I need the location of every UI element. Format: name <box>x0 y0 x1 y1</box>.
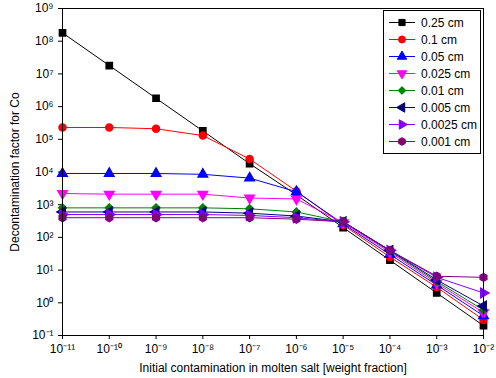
svg-text:0.025 cm: 0.025 cm <box>421 67 470 81</box>
svg-text:0.0025 cm: 0.0025 cm <box>421 118 477 132</box>
svg-text:10⁻⁸: 10⁻⁸ <box>192 342 214 356</box>
svg-text:Decontamination factor for Co: Decontamination factor for Co <box>8 92 22 252</box>
svg-text:10⁻⁹: 10⁻⁹ <box>145 342 168 356</box>
svg-text:10⁻³: 10⁻³ <box>426 342 447 356</box>
svg-text:10⁻²: 10⁻² <box>473 342 494 356</box>
svg-text:Initial contamination in molte: Initial contamination in molten salt [we… <box>139 361 406 375</box>
svg-text:10⁻⁴: 10⁻⁴ <box>379 342 402 356</box>
svg-text:0.25 cm: 0.25 cm <box>421 16 464 30</box>
svg-text:10⁷: 10⁷ <box>36 67 54 81</box>
svg-text:10²: 10² <box>36 230 53 244</box>
svg-text:10⁻⁷: 10⁻⁷ <box>239 342 261 356</box>
svg-text:10⁻¹⁰: 10⁻¹⁰ <box>97 342 122 356</box>
svg-text:10¹: 10¹ <box>36 263 53 277</box>
svg-text:10⁻¹¹: 10⁻¹¹ <box>50 342 75 356</box>
svg-text:10⁻⁵: 10⁻⁵ <box>332 342 354 356</box>
svg-text:10⁻¹: 10⁻¹ <box>32 328 53 342</box>
svg-text:0.001 cm: 0.001 cm <box>421 135 470 149</box>
svg-text:0.005 cm: 0.005 cm <box>421 101 470 115</box>
svg-text:0.05 cm: 0.05 cm <box>421 50 464 64</box>
svg-text:0.01 cm: 0.01 cm <box>421 84 464 98</box>
svg-text:10⁵: 10⁵ <box>35 132 53 146</box>
svg-text:10⁸: 10⁸ <box>35 34 53 48</box>
svg-text:10⁶: 10⁶ <box>35 99 53 113</box>
svg-text:10⁴: 10⁴ <box>35 165 54 179</box>
svg-text:10⁻⁶: 10⁻⁶ <box>285 342 307 356</box>
svg-text:0.1 cm: 0.1 cm <box>421 33 457 47</box>
svg-text:10³: 10³ <box>36 198 53 212</box>
svg-text:10⁰: 10⁰ <box>36 296 53 310</box>
svg-text:10⁹: 10⁹ <box>35 1 54 15</box>
